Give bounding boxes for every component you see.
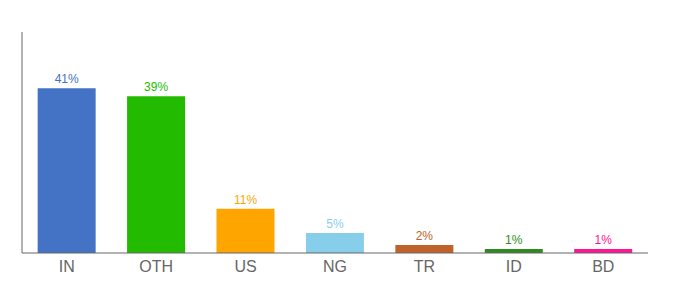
svg-text:IN: IN: [59, 258, 75, 275]
svg-text:41%: 41%: [55, 72, 79, 86]
svg-text:11%: 11%: [234, 193, 257, 207]
svg-text:TR: TR: [414, 258, 435, 275]
svg-text:1%: 1%: [505, 233, 523, 247]
svg-text:NG: NG: [323, 258, 347, 275]
svg-text:US: US: [234, 258, 256, 275]
svg-text:5%: 5%: [326, 217, 344, 231]
svg-text:2%: 2%: [416, 229, 434, 243]
svg-text:39%: 39%: [144, 80, 168, 94]
svg-text:OTH: OTH: [139, 258, 173, 275]
svg-text:BD: BD: [592, 258, 614, 275]
svg-text:1%: 1%: [595, 233, 613, 247]
svg-text:ID: ID: [506, 258, 522, 275]
